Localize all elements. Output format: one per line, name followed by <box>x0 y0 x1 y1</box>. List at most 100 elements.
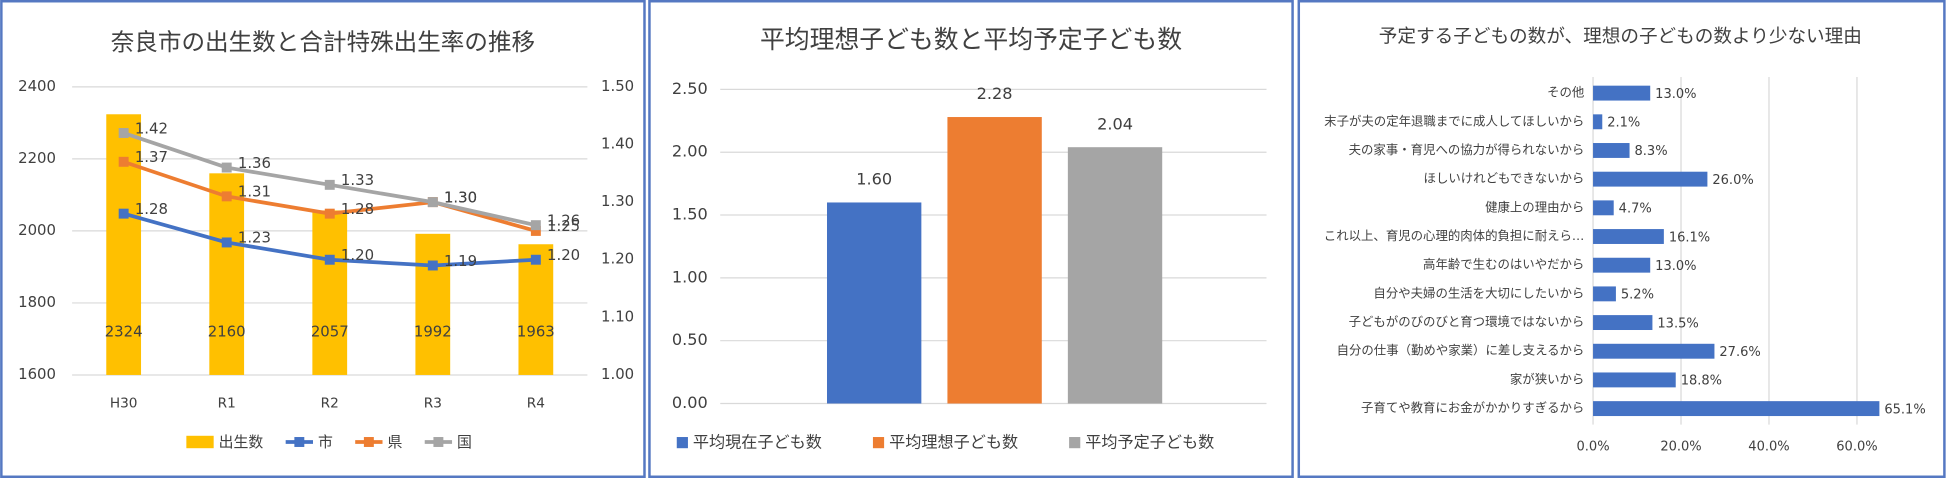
bar <box>1593 143 1630 158</box>
y-tick-label: 子育てや教育にお金がかかりすぎるから <box>1361 400 1584 415</box>
marker <box>427 260 438 271</box>
legend-label: 平均現在子ども数 <box>693 433 822 452</box>
bar-label: 18.8% <box>1681 374 1722 389</box>
legend-label: 平均予定子ども数 <box>1085 433 1214 452</box>
data-label: 1.31 <box>238 183 271 201</box>
marker <box>118 156 129 167</box>
bar-label: 26.0% <box>1712 173 1753 188</box>
y-tick-label: 夫の家事・育児への協力が得られないから <box>1349 142 1585 157</box>
bar-label: 1992 <box>414 323 452 341</box>
marker <box>530 254 541 265</box>
bar-label: 27.6% <box>1719 345 1760 360</box>
x-tick-label: R3 <box>424 396 442 412</box>
bar-label: 4.7% <box>1619 202 1652 217</box>
data-label: 1.25 <box>547 217 580 235</box>
bar <box>209 173 245 375</box>
bar-label: 2057 <box>311 323 349 341</box>
legend-swatch <box>1069 437 1081 449</box>
bar-label: 65.1% <box>1884 402 1925 417</box>
y-tick-label: 自分や夫婦の生活を大切にしたいから <box>1373 285 1584 300</box>
x-tick-label: R2 <box>321 396 339 412</box>
y2-tick-label: 1.20 <box>601 250 634 268</box>
bar-label: 8.3% <box>1635 144 1668 159</box>
marker <box>118 208 129 219</box>
bar <box>518 244 554 375</box>
y-tick-label: 1800 <box>18 293 56 311</box>
y2-tick-label: 1.00 <box>601 365 634 383</box>
y2-tick-label: 1.30 <box>601 192 634 210</box>
x-tick-label: H30 <box>110 396 138 412</box>
bar <box>312 210 348 375</box>
data-label: 1.28 <box>135 200 168 218</box>
y-tick-label: 0.00 <box>672 393 708 412</box>
legend-swatch <box>186 435 214 449</box>
y-tick-label: 0.50 <box>672 330 708 349</box>
y-tick-label: 健康上の理由から <box>1485 199 1584 214</box>
y2-tick-label: 1.40 <box>601 135 634 153</box>
bar <box>1593 372 1676 388</box>
data-label: 1.36 <box>238 154 271 172</box>
legend-label: 平均理想子ども数 <box>889 433 1018 452</box>
bar-label: 13.5% <box>1657 316 1698 331</box>
x-tick-label: 0.0% <box>1576 439 1609 454</box>
bar-label: 1.60 <box>856 170 892 189</box>
data-label: 1.33 <box>341 171 374 189</box>
bar <box>1593 315 1653 331</box>
bar <box>1593 171 1708 187</box>
bar-label: 5.2% <box>1621 288 1654 303</box>
bar <box>1593 229 1664 244</box>
marker <box>221 237 232 248</box>
x-tick-label: 20.0% <box>1660 439 1701 454</box>
chart-title: 平均理想子ども数と平均予定子ども数 <box>760 25 1182 54</box>
marker <box>324 208 335 219</box>
y-tick-label: 2000 <box>18 221 56 239</box>
bar <box>1593 257 1651 273</box>
bar-label: 16.1% <box>1669 230 1710 245</box>
x-tick-label: R1 <box>218 396 236 412</box>
bar <box>1593 85 1651 101</box>
marker <box>221 191 232 202</box>
marker <box>221 162 232 173</box>
legend-swatch <box>294 437 305 447</box>
y-tick-label: 自分の仕事（勤めや家業）に差し支えるから <box>1337 343 1585 358</box>
marker <box>324 254 335 265</box>
data-label: 1.30 <box>444 188 477 206</box>
marker <box>427 197 438 208</box>
bar <box>415 233 451 375</box>
data-label: 1.20 <box>341 246 374 264</box>
y-tick-label: 1600 <box>18 365 56 383</box>
bar-label: 2160 <box>208 323 246 341</box>
legend-swatch <box>676 437 688 449</box>
y-tick-label: 2400 <box>18 77 56 95</box>
data-label: 1.37 <box>135 148 168 166</box>
y-tick-label: これ以上、育児の心理的肉体的負担に耐えら… <box>1324 228 1585 243</box>
y-tick-label: 2.50 <box>672 79 708 98</box>
bar-label: 2.1% <box>1607 116 1640 131</box>
bar-label: 2324 <box>105 323 143 341</box>
legend-label: 出生数 <box>219 433 264 451</box>
bar <box>1067 147 1163 404</box>
bar-label: 2.28 <box>977 84 1013 103</box>
legend-label: 市 <box>318 433 333 451</box>
marker <box>530 225 541 236</box>
data-label: 1.23 <box>238 229 271 247</box>
bar-label: 2.04 <box>1097 114 1133 133</box>
y-tick-label: 子どもがのびのびと育つ環境ではないから <box>1349 314 1585 329</box>
x-tick-label: 60.0% <box>1836 439 1877 454</box>
bar <box>947 117 1042 404</box>
data-label: 1.20 <box>547 246 580 264</box>
bar <box>1593 401 1880 417</box>
bar <box>1593 286 1616 302</box>
chart-title: 予定する子どもの数が、理想の子どもの数より少ない理由 <box>1379 27 1862 48</box>
x-tick-label: R4 <box>527 396 545 412</box>
legend-label: 県 <box>387 433 402 451</box>
legend-label: 国 <box>457 433 472 451</box>
legend-swatch <box>872 437 885 449</box>
data-label: 1.30 <box>444 188 477 206</box>
bar <box>1593 114 1603 130</box>
marker <box>324 179 335 190</box>
bar <box>1593 343 1715 359</box>
bar-label: 1963 <box>517 323 555 341</box>
y-tick-label: 末子が夫の定年退職までに成人してほしいから <box>1324 113 1584 128</box>
y-tick-label: 2.00 <box>672 142 708 161</box>
